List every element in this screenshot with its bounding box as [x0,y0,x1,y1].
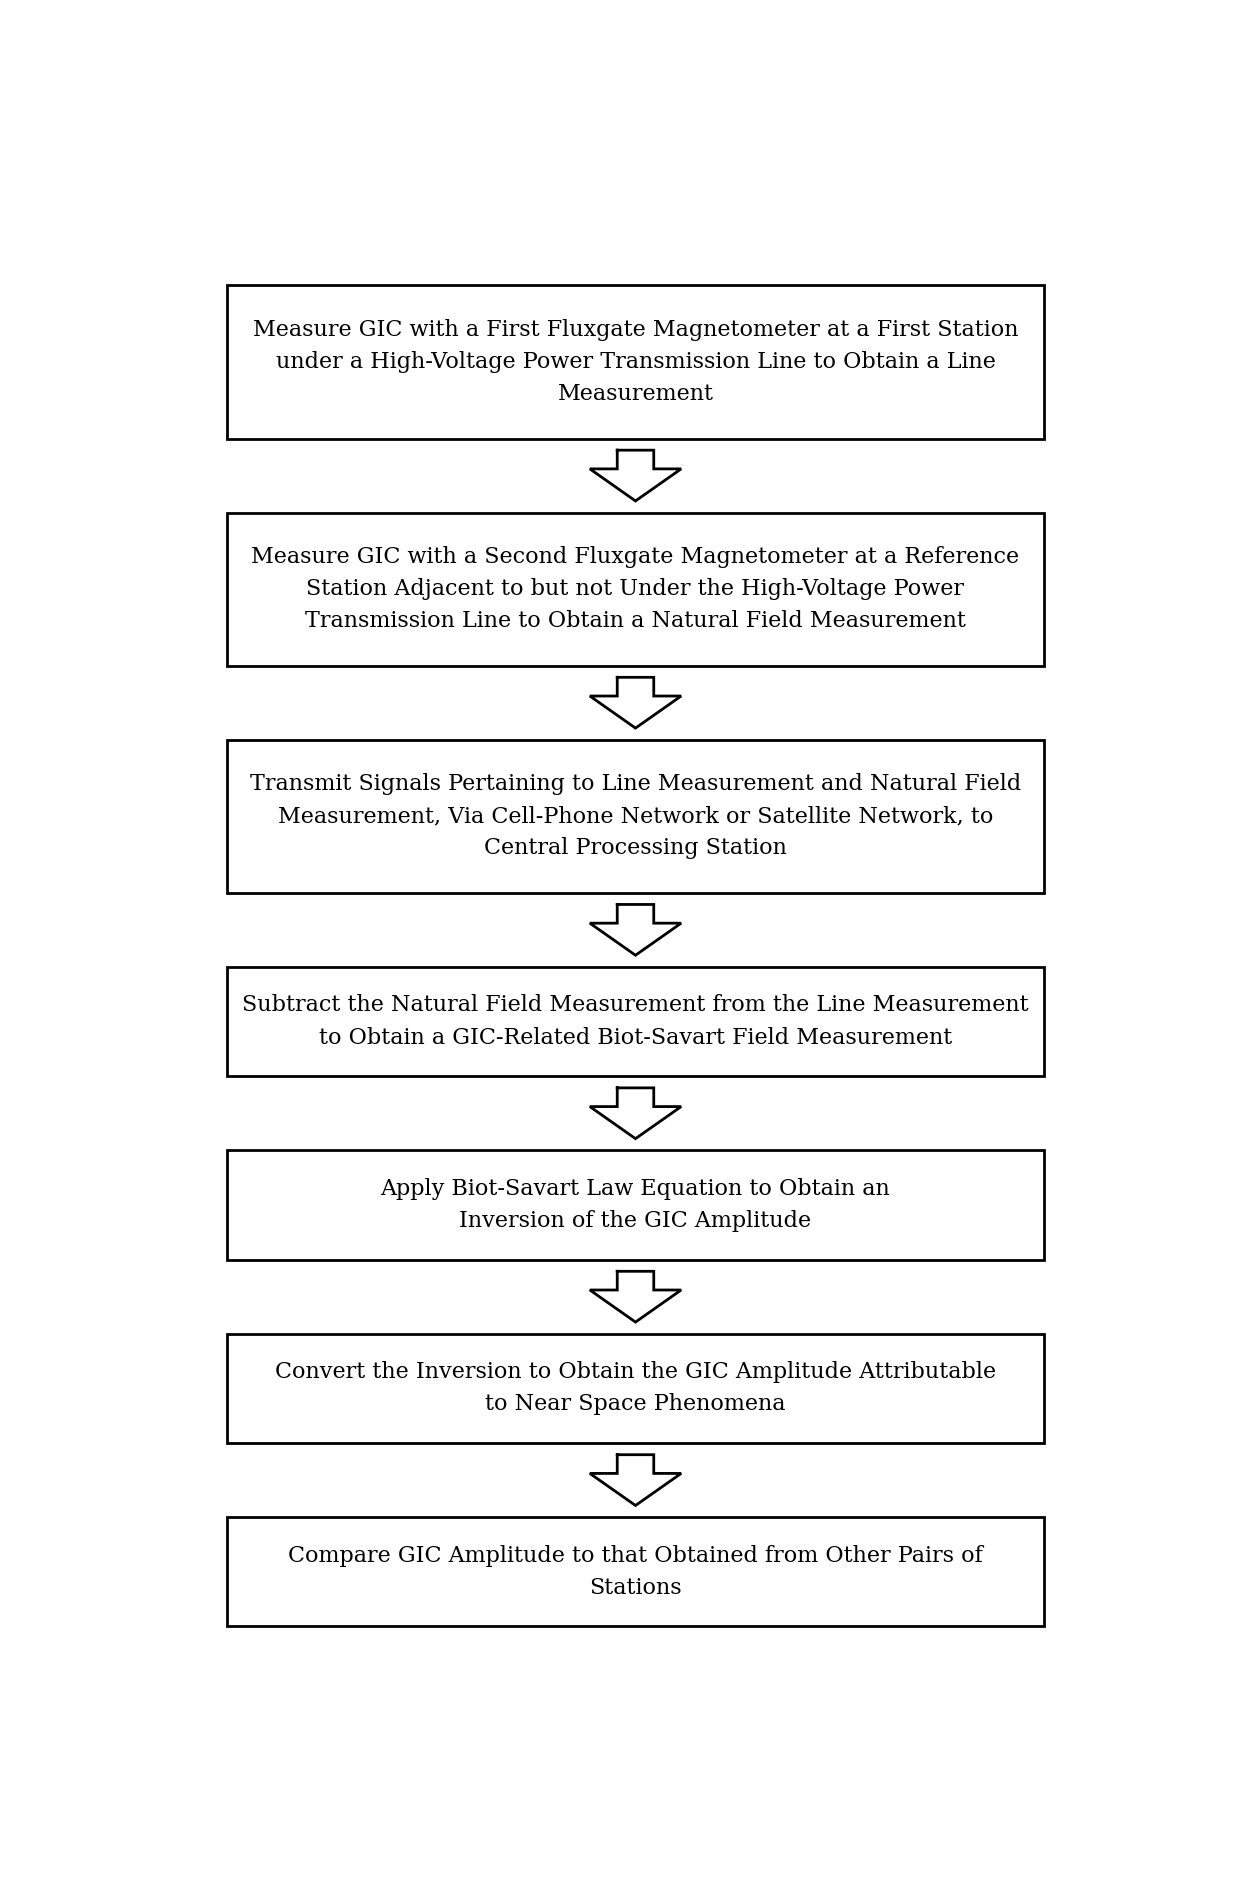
Bar [227,513,1044,666]
Polygon shape [590,905,681,956]
Bar [227,1335,1044,1442]
Bar [227,740,1044,893]
Text: Measure GIC with a Second Fluxgate Magnetometer at a Reference
Station Adjacent : Measure GIC with a Second Fluxgate Magne… [252,545,1019,632]
Text: Apply Biot-Savart Law Equation to Obtain an
Inversion of the GIC Amplitude: Apply Biot-Savart Law Equation to Obtain… [381,1177,890,1232]
Bar [227,967,1044,1077]
Polygon shape [590,1088,681,1140]
Text: Subtract the Natural Field Measurement from the Line Measurement
to Obtain a GIC: Subtract the Natural Field Measurement f… [242,994,1029,1049]
Bar [227,1516,1044,1626]
Bar [227,1151,1044,1259]
Text: Measure GIC with a First Fluxgate Magnetometer at a First Station
under a High-V: Measure GIC with a First Fluxgate Magnet… [253,318,1018,405]
Polygon shape [590,1272,681,1321]
Text: Transmit Signals Pertaining to Line Measurement and Natural Field
Measurement, V: Transmit Signals Pertaining to Line Meas… [250,772,1021,859]
Bar [227,286,1044,439]
Polygon shape [590,678,681,729]
Polygon shape [590,451,681,502]
Polygon shape [590,1454,681,1505]
Text: Compare GIC Amplitude to that Obtained from Other Pairs of
Stations: Compare GIC Amplitude to that Obtained f… [288,1545,983,1600]
Text: Convert the Inversion to Obtain the GIC Amplitude Attributable
to Near Space Phe: Convert the Inversion to Obtain the GIC … [275,1361,996,1416]
